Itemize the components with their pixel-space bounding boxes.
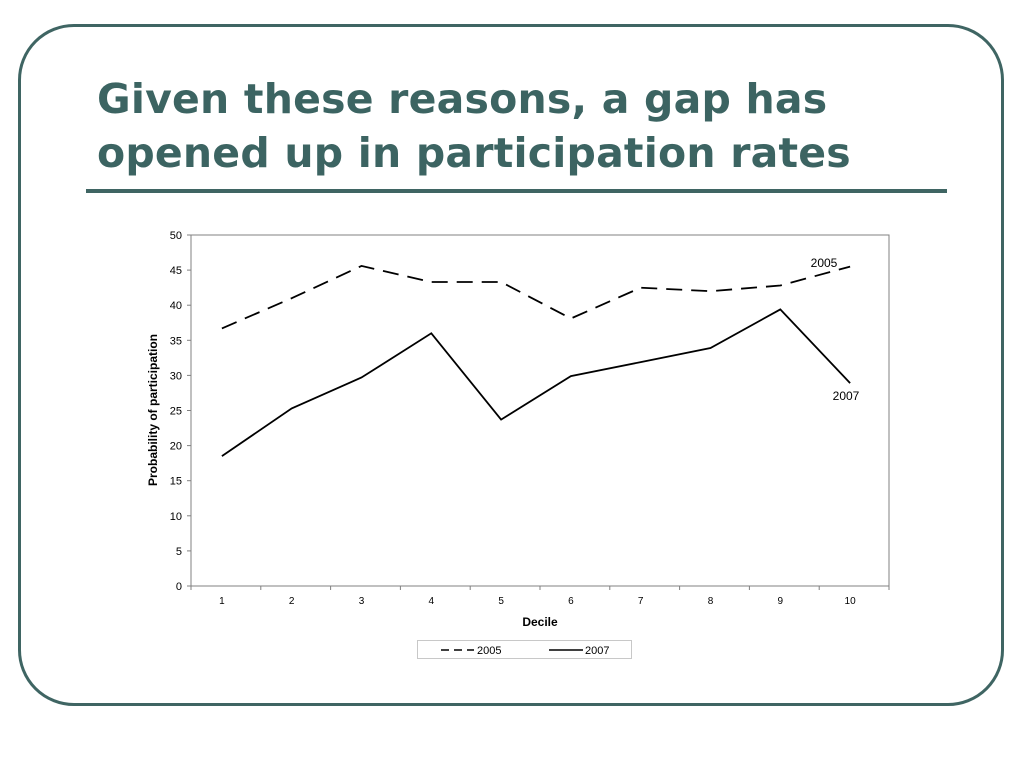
- x-tick-label: 4: [429, 596, 435, 607]
- y-tick-label: 50: [170, 230, 182, 242]
- slide-title: Given these reasons, a gap has opened up…: [97, 75, 851, 177]
- y-tick-label: 35: [170, 335, 182, 347]
- plot-area: [190, 234, 890, 587]
- legend-svg: 2005 2007: [441, 645, 609, 657]
- x-tick-label: 7: [638, 596, 644, 607]
- y-tick-label: 15: [170, 476, 182, 488]
- legend-label-2005: 2005: [477, 645, 501, 657]
- x-tick-label: 9: [778, 596, 784, 607]
- y-tick-label: 5: [176, 546, 182, 558]
- series-lines: [221, 264, 851, 457]
- series-line-2005: [221, 264, 851, 330]
- legend: 2005 2007: [417, 640, 632, 659]
- x-axis-label: Decile: [522, 615, 558, 629]
- x-tick-label: 2: [289, 596, 295, 607]
- x-tick-label: 3: [359, 596, 365, 607]
- annotation-2005: 2005: [811, 256, 838, 270]
- y-axis-label: Probability of participation: [146, 334, 160, 486]
- x-tick-label: 5: [498, 596, 504, 607]
- x-tick-label: 6: [568, 596, 574, 607]
- x-tick-label: 10: [845, 596, 857, 607]
- x-axis: 1 2 3 4 5 6 7 8 9 10: [190, 586, 890, 607]
- y-tick-label: 45: [170, 265, 182, 277]
- y-tick-label: 0: [176, 581, 182, 593]
- y-axis: 0 5 10 15 20 25 30 35 40 45 50: [170, 230, 191, 593]
- y-tick-label: 30: [170, 370, 182, 382]
- y-tick-label: 20: [170, 441, 182, 453]
- x-tick-label: 8: [708, 596, 714, 607]
- annotation-2007: 2007: [833, 389, 860, 403]
- y-tick-label: 10: [170, 511, 182, 523]
- y-tick-label: 40: [170, 300, 182, 312]
- y-tick-label: 25: [170, 406, 182, 418]
- series-line-2007: [221, 308, 851, 457]
- title-underline: [86, 189, 947, 193]
- legend-label-2007: 2007: [585, 645, 609, 657]
- slide-frame: [18, 24, 1004, 706]
- x-tick-label: 1: [219, 596, 225, 607]
